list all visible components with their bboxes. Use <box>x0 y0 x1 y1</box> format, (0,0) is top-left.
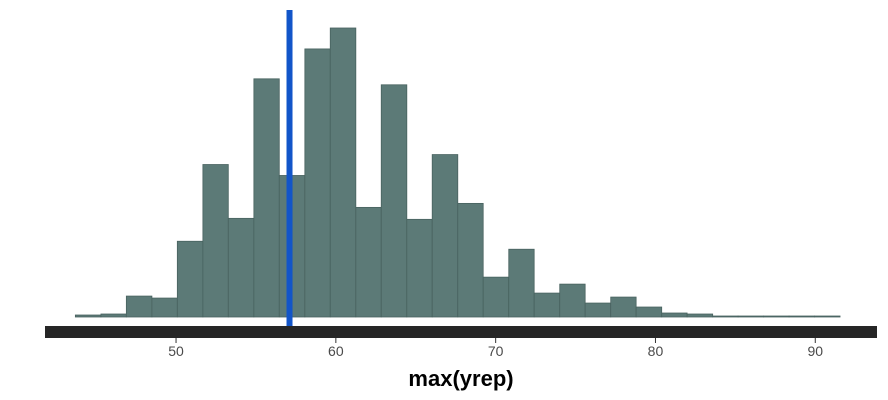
histogram-bar-2 <box>125 295 153 318</box>
histogram-bar-28 <box>788 315 816 318</box>
histogram-bar-7 <box>253 78 280 318</box>
x-tick-label-50: 50 <box>168 343 184 359</box>
histogram-bars <box>74 27 841 318</box>
x-axis-title: max(yrep) <box>408 366 513 391</box>
histogram-bar-23 <box>661 312 688 318</box>
x-tick-label-60: 60 <box>328 343 344 359</box>
x-tick-label-90: 90 <box>807 343 823 359</box>
histogram-bar-11 <box>355 206 382 318</box>
histogram-bar-26 <box>737 315 765 318</box>
histogram-bar-16 <box>482 276 510 318</box>
histogram-bar-6 <box>227 217 255 318</box>
histogram-bar-0 <box>74 314 102 318</box>
histogram-bar-21 <box>610 296 637 318</box>
x-tick-label-70: 70 <box>488 343 504 359</box>
histogram-bar-1 <box>100 313 127 318</box>
histogram-bar-20 <box>584 302 612 318</box>
x-axis-line <box>45 326 877 338</box>
histogram-bar-10 <box>329 27 357 318</box>
histogram-bar-3 <box>151 297 178 318</box>
histogram-bar-19 <box>559 283 586 318</box>
histogram-bar-12 <box>380 84 408 318</box>
histogram-bar-22 <box>635 306 663 318</box>
histogram-bar-17 <box>508 248 535 318</box>
histogram-bar-24 <box>686 313 714 318</box>
x-axis-ticks: 50 60 70 80 90 <box>168 338 823 359</box>
histogram-bar-13 <box>406 218 433 318</box>
histogram-bar-27 <box>763 315 790 318</box>
histogram-bar-15 <box>457 202 484 318</box>
histogram-bar-29 <box>814 315 841 318</box>
histogram-bar-14 <box>431 154 459 318</box>
x-tick-label-80: 80 <box>648 343 664 359</box>
histogram-bar-9 <box>304 48 331 318</box>
histogram-bar-5 <box>202 164 229 318</box>
histogram-bar-18 <box>533 292 561 318</box>
histogram-bar-4 <box>176 240 204 318</box>
histogram-bar-25 <box>712 315 739 318</box>
